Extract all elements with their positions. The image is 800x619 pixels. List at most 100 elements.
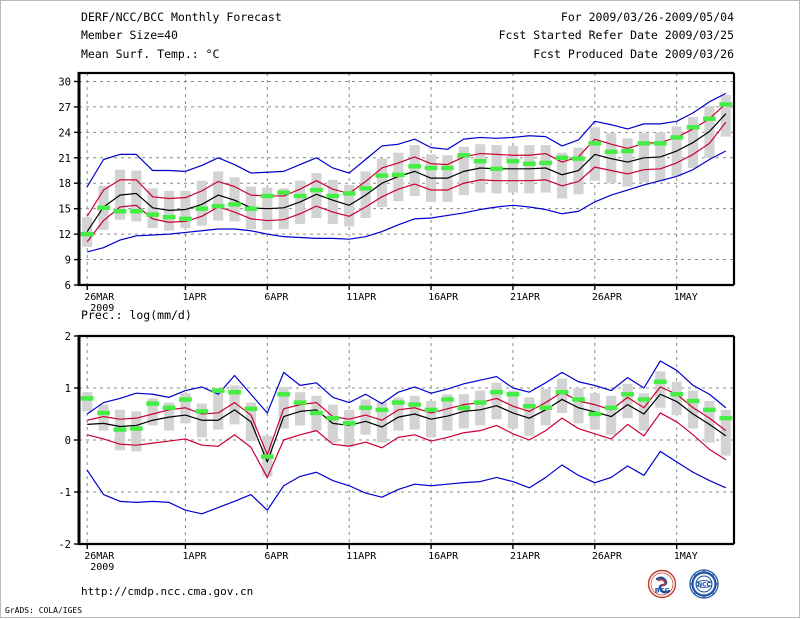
footer-url[interactable]: http://cmdp.ncc.cma.gov.cn — [81, 585, 253, 598]
observed-marker — [391, 172, 405, 177]
observed-marker — [97, 205, 110, 211]
x-tick-label: 1APR — [182, 551, 207, 562]
observed-marker — [588, 411, 602, 417]
observed-marker — [146, 401, 160, 406]
observed-marker — [375, 407, 389, 413]
spread-bar — [622, 383, 633, 419]
observed-marker — [244, 406, 258, 411]
observed-marker — [277, 392, 291, 397]
spread-bar — [360, 399, 371, 435]
observed-marker — [260, 193, 274, 199]
series-line — [87, 412, 727, 479]
series-line — [86, 92, 727, 187]
x-tick-label: 26MAR — [84, 551, 115, 562]
y-tick-label: 12 — [58, 229, 71, 241]
y-tick-label: 0 — [65, 435, 71, 447]
spread-bar — [213, 388, 224, 430]
observed-marker — [97, 410, 110, 416]
x-tick-sublabel: 2009 — [90, 303, 114, 314]
series-line — [87, 393, 727, 463]
observed-marker — [572, 397, 585, 402]
observed-marker — [310, 187, 323, 193]
observed-marker — [637, 397, 651, 402]
observed-marker — [359, 405, 372, 410]
header-variable-top: Mean Surf. Temp.: °C — [81, 47, 220, 61]
observed-marker — [506, 392, 520, 397]
series-line — [87, 150, 727, 253]
series-line — [87, 386, 727, 456]
observed-marker — [703, 116, 716, 121]
observed-marker — [113, 427, 127, 432]
spread-bar — [409, 145, 420, 196]
observed-marker — [228, 202, 241, 207]
x-tick-label: 21APR — [510, 292, 541, 303]
observed-marker — [506, 158, 520, 164]
observed-marker — [539, 160, 553, 166]
observed-marker — [588, 141, 602, 146]
x-tick-label: 1APR — [182, 292, 207, 303]
y-tick-label: 9 — [65, 255, 71, 267]
spread-bar — [409, 395, 420, 430]
observed-marker — [539, 405, 553, 410]
y-tick-label: -2 — [58, 539, 71, 551]
observed-marker — [522, 404, 536, 409]
observed-marker — [80, 231, 94, 237]
series-line — [86, 121, 727, 243]
spread-bar — [524, 397, 535, 436]
spread-bar — [278, 386, 289, 429]
spread-bar — [540, 145, 551, 193]
observed-marker — [162, 405, 176, 410]
observed-marker — [473, 158, 487, 164]
x-tick-label: 26APR — [592, 292, 623, 303]
spread-bar — [229, 177, 240, 222]
y-tick-label: 18 — [58, 178, 71, 190]
panel-title-precipitation: Prec.: log(mm/d) — [81, 308, 192, 322]
observed-marker — [719, 415, 733, 421]
y-tick-label: 2 — [65, 331, 71, 343]
observed-marker — [179, 397, 192, 402]
y-tick-label: 1 — [65, 383, 71, 395]
observed-marker — [424, 407, 438, 413]
y-tick-label: 21 — [58, 153, 71, 165]
x-tick-label: 1MAY — [674, 292, 698, 303]
observed-marker — [310, 410, 323, 416]
plot-area — [79, 73, 734, 285]
spread-bar — [655, 371, 666, 408]
ncc-logo: NCC — [689, 569, 719, 599]
spread-bar — [720, 409, 731, 456]
header-started-date: Fcst Started Refer Date 2009/03/25 — [499, 28, 734, 42]
spread-bar — [98, 404, 109, 431]
spread-bar — [507, 390, 519, 429]
x-tick-label: 26APR — [592, 551, 623, 562]
spread-bar — [229, 385, 240, 425]
x-tick-sublabel: 2009 — [90, 562, 114, 573]
y-tick-label: 30 — [58, 76, 71, 88]
x-tick-label: 26MAR — [84, 292, 115, 303]
observed-marker — [244, 206, 258, 211]
observed-marker — [342, 191, 356, 196]
observed-marker — [277, 190, 291, 195]
y-tick-label: -1 — [58, 487, 71, 499]
observed-marker — [473, 400, 487, 405]
observed-marker — [457, 405, 471, 410]
x-tick-label: 16APR — [428, 292, 459, 303]
observed-marker — [441, 165, 454, 171]
observed-marker — [162, 214, 176, 220]
observed-marker — [293, 193, 307, 199]
spread-bar — [606, 395, 617, 435]
observed-marker — [80, 396, 94, 401]
observed-marker — [359, 186, 372, 191]
observed-marker — [522, 161, 536, 166]
series-line — [86, 103, 727, 217]
observed-marker — [653, 379, 667, 384]
observed-marker — [342, 421, 356, 426]
x-tick-label: 21APR — [510, 551, 541, 562]
observed-marker — [686, 125, 700, 130]
observed-marker — [653, 141, 667, 146]
y-tick-label: 27 — [58, 102, 71, 114]
spread-bar — [196, 180, 207, 226]
spread-bar — [294, 392, 306, 426]
observed-marker — [195, 206, 209, 211]
